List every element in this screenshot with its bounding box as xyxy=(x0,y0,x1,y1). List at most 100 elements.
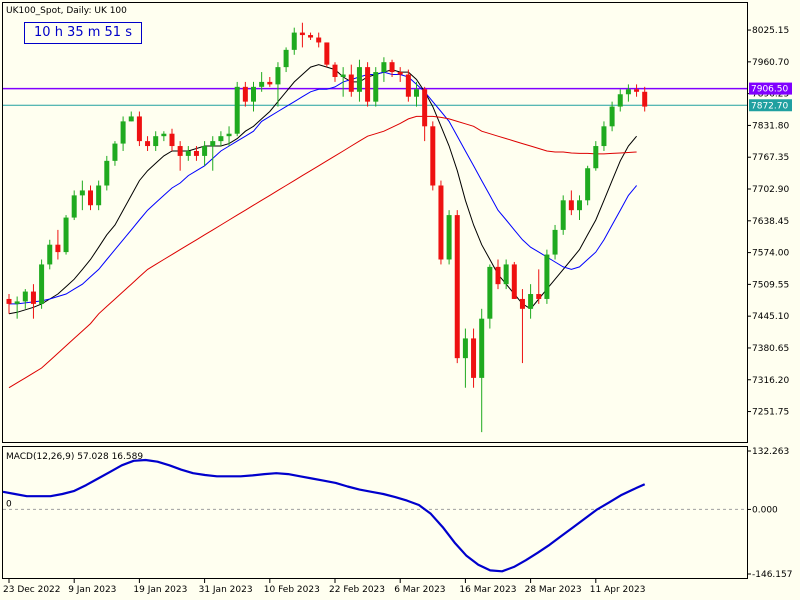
candle-bear xyxy=(438,185,444,260)
price-tick-label: 7831.80 xyxy=(752,121,789,131)
main-panel-frame xyxy=(2,2,748,443)
candle-bear xyxy=(454,215,460,359)
candle-bull xyxy=(47,244,53,265)
candle-bull xyxy=(414,89,419,97)
candle-bear xyxy=(193,150,199,156)
candle-bear xyxy=(55,244,61,253)
candle-bear xyxy=(642,91,648,107)
candle-bull xyxy=(446,215,452,260)
candle-bull xyxy=(544,254,550,299)
macd-tick-label: -146.157 xyxy=(752,570,792,580)
candle-bull xyxy=(560,200,566,230)
price-tick-label: 8025.15 xyxy=(752,26,789,36)
candle-bull xyxy=(251,86,256,102)
candle-bull xyxy=(226,133,232,137)
candle-bull xyxy=(283,49,289,68)
candle-bear xyxy=(30,291,36,304)
candle-bull xyxy=(593,146,599,169)
candle-bull xyxy=(79,190,85,196)
macd-panel-frame xyxy=(2,446,748,579)
candle-bear xyxy=(348,74,354,92)
time-tick-label: 9 Jan 2023 xyxy=(68,585,116,595)
candle-bear xyxy=(324,42,330,65)
candle-bull xyxy=(202,146,208,156)
candle-bear xyxy=(267,81,273,85)
candle-bear xyxy=(405,74,411,97)
time-tick-label: 31 Jan 2023 xyxy=(199,585,253,595)
time-tick-label: 22 Feb 2023 xyxy=(329,585,385,595)
candle-bull xyxy=(585,168,591,201)
candle-bear xyxy=(422,89,428,127)
candle-bear xyxy=(471,338,477,378)
candle-bear xyxy=(495,266,501,285)
candle-bull xyxy=(625,89,631,95)
candle-bull xyxy=(120,121,126,144)
time-tick-label: 19 Jan 2023 xyxy=(133,585,187,595)
price-label-box xyxy=(749,99,792,112)
candle-bear xyxy=(397,72,403,75)
price-tick-label: 7960.70 xyxy=(752,58,789,68)
candle-bear xyxy=(511,264,517,299)
candle-bear xyxy=(6,298,12,304)
candle-bull xyxy=(14,301,20,304)
candle-bear xyxy=(136,116,142,142)
macd-tick-label: 0.000 xyxy=(752,505,778,515)
price-tick-label: 7380.65 xyxy=(752,344,789,354)
price-tick-label: 7638.45 xyxy=(752,217,789,227)
price-labels: 7906.50 7872.70 xyxy=(749,82,792,112)
price-tick-label: 7251.75 xyxy=(752,408,789,418)
time-tick-label: 28 Mar 2023 xyxy=(525,585,582,595)
price-tick-label: 7316.20 xyxy=(752,376,789,386)
candle-bull xyxy=(609,106,615,127)
candle-bull xyxy=(291,32,297,50)
candle-bear xyxy=(519,298,525,309)
candle-bull xyxy=(275,67,281,85)
candle-bear xyxy=(536,294,542,299)
candle-bull xyxy=(234,86,240,134)
candle-bear xyxy=(316,37,322,43)
time-tick-label: 6 Mar 2023 xyxy=(394,585,445,595)
moving-averages xyxy=(8,64,637,389)
candle-bear xyxy=(332,64,338,77)
macd-panel: 0 132.263 0.000 -146.157 xyxy=(2,447,792,580)
candle-bull xyxy=(340,74,346,77)
candle-bear xyxy=(634,89,640,92)
time-axis: 23 Dec 2022 9 Jan 2023 19 Jan 2023 31 Jan 2… xyxy=(3,579,645,595)
candle-bull xyxy=(96,185,102,206)
price-tick-label: 7767.35 xyxy=(752,153,789,163)
candle-bull xyxy=(153,136,159,147)
candle-bull xyxy=(503,264,509,285)
candle-bear xyxy=(299,32,305,36)
candle-bull xyxy=(462,338,468,359)
candle-bull xyxy=(479,318,485,378)
candle-bear xyxy=(389,62,395,73)
chart-title: UK100_Spot, Daily: UK 100 xyxy=(6,6,127,16)
candle-bull xyxy=(373,72,379,102)
candles xyxy=(6,22,648,433)
candle-bull xyxy=(128,116,134,122)
candle-bull xyxy=(577,200,582,211)
time-tick-label: 11 Apr 2023 xyxy=(590,585,646,595)
price-tick-label: 7574.00 xyxy=(752,249,789,259)
time-tick-label: 16 Mar 2023 xyxy=(459,585,516,595)
candle-bull xyxy=(71,195,77,218)
price-tick-label: 7509.55 xyxy=(752,280,789,290)
candle-bull xyxy=(487,266,493,319)
candle-bear xyxy=(568,200,574,211)
candle-bull xyxy=(218,136,224,142)
macd-line xyxy=(2,458,646,573)
candle-bull xyxy=(161,133,167,137)
price-label-text: 7906.50 xyxy=(751,85,788,95)
candle-bull xyxy=(528,294,534,309)
candle-bull xyxy=(210,141,216,147)
candle-bull xyxy=(104,160,110,186)
price-tick-label: 7445.10 xyxy=(752,312,789,322)
time-tick-label: 10 Feb 2023 xyxy=(264,585,320,595)
candle-bear xyxy=(88,190,93,206)
candle-bull xyxy=(185,150,191,156)
candle-bear xyxy=(365,67,371,102)
candle-bear xyxy=(169,133,175,147)
countdown-timer: 10 h 35 m 51 s xyxy=(24,22,142,44)
